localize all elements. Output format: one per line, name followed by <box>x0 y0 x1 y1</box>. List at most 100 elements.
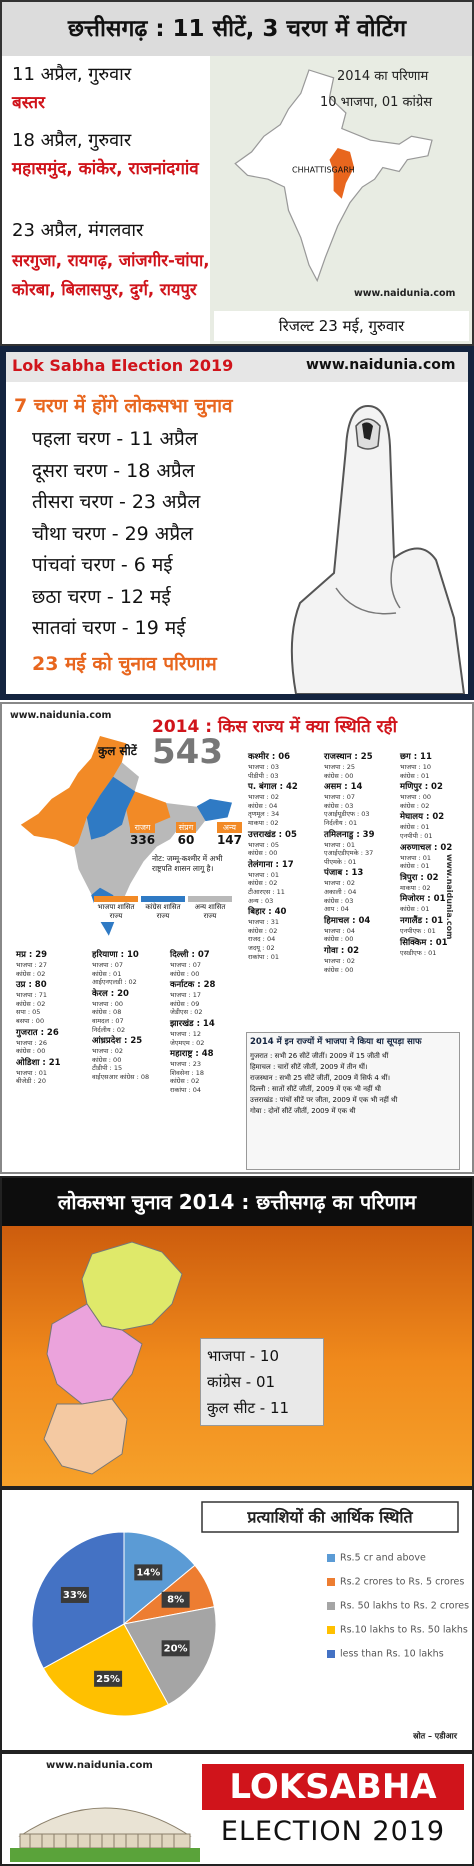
state-row: बीजेडी : 20 <box>16 1077 46 1086</box>
state-row: भाजपा : 25 <box>324 763 356 771</box>
state-row: भाजपा : 02 <box>324 879 356 888</box>
state-name: त्रिपुरा : 02 <box>400 872 439 883</box>
section-cg-result: लोकसभा चुनाव 2014 : छत्तीसगढ़ का परिणाम … <box>0 1176 474 1488</box>
state-row: भाजपा : 05 <box>248 840 280 849</box>
state-row: भाजपा : 07 <box>170 961 202 969</box>
phase: तीसरा चरण - 23 अप्रैल <box>32 491 201 513</box>
box-line: गुजरात : सभी 26 सीटें जीतीं। 2009 में 15… <box>250 1052 389 1060</box>
alliance-seats: 336 <box>130 833 156 847</box>
label-box <box>161 1640 190 1657</box>
alliance-seats: 147 <box>216 833 242 847</box>
state-name: महाराष्ट्र : 48 <box>170 1049 214 1060</box>
state-row: भाजपा : 00 <box>92 999 124 1008</box>
chart-title: प्रत्याशियों की आर्थिक स्थिति <box>246 1508 413 1527</box>
box-line: राजस्थान : सभी 25 सीटें जीतीं, 2009 में … <box>250 1074 391 1082</box>
section-title: 2014 : किस राज्य में क्या स्थिति रही <box>152 717 397 737</box>
alliance: अन्य 147 <box>216 822 242 847</box>
phase-seats: महासमुंद, कांकेर, राजनांदगांव <box>12 159 199 179</box>
state-row: जेडीएस : 02 <box>170 1008 203 1017</box>
legend-entry: अन्य शासित राज्य <box>188 896 232 922</box>
data-label: 33% <box>63 1590 87 1601</box>
hand-illustration <box>290 404 466 694</box>
state-column: छग : 11 भाजपा : 10 कांग्रेस : 01 मणिपुर : 0… <box>400 750 452 957</box>
state-name: मप्र : 29 <box>16 950 48 960</box>
columns <box>29 1834 175 1848</box>
state-row: तृणमूल : 34 <box>248 810 280 819</box>
state-row: भाजपा : 03 <box>248 763 280 771</box>
state-name: राजस्थान : 25 <box>324 752 373 762</box>
label-box <box>161 1591 190 1608</box>
phase: सातवां चरण - 19 मई <box>32 617 186 639</box>
hand-detail <box>335 557 401 615</box>
title-box <box>201 1501 459 1533</box>
phase-date: 23 अप्रैल, मंगलवार <box>12 220 144 241</box>
phase-seats: सरगुजा, रायगढ़, जांजगीर-चांपा, कोरबा, बि… <box>12 251 210 299</box>
state-row: कांग्रेस : 02 <box>248 926 278 935</box>
state-row: कांग्रेस : 03 <box>324 801 354 810</box>
state-name: आंध्रप्रदेश : 25 <box>92 1036 143 1047</box>
state-row: टीआरएस : 11 <box>248 887 285 896</box>
section-title: छत्तीसगढ़ : 11 सीटें, 3 चरण में वोटिंग <box>2 2 472 56</box>
state-name: पंजाब : 13 <box>324 868 364 879</box>
legend-swatch <box>327 1554 335 1562</box>
phase-date: 18 अप्रैल, गुरुवार <box>12 130 132 151</box>
state-row: भाजपा : 02 <box>248 793 280 802</box>
phases-heading: 7 चरण में होंगे लोकसभा चुनाव <box>14 395 233 417</box>
state-name: गुजरात : 26 <box>16 1027 59 1038</box>
alliance-seats: 60 <box>177 833 195 847</box>
box-title: 2014 में इन राज्यों में भाजपा ने किया था… <box>250 1037 422 1047</box>
bjp-states <box>20 736 127 847</box>
state-name: तेलंगाना : 17 <box>248 859 294 870</box>
phase-list: पहला चरण - 11 अप्रैल दूसरा चरण - 18 अप्रै… <box>32 424 200 645</box>
result-line: कुल सीट - 11 <box>207 1399 290 1417</box>
legend-label: Rs.5 cr and above <box>340 1553 426 1564</box>
bjp-sweep-box: 2014 में इन राज्यों में भाजपा ने किया था… <box>246 1032 460 1170</box>
state-row: कांग्रेस : 02 <box>170 1077 200 1086</box>
note: नोट: जम्मू-कश्मीर में अभी राष्ट्रपति शास… <box>152 854 223 873</box>
header-bar <box>6 352 468 382</box>
box-line: गोवा : दोनों सीटें जीतीं, 2009 में एक थी <box>250 1107 356 1115</box>
bjp-states-2 <box>86 776 136 840</box>
legend-label: Rs. 50 lakhs to Rs. 2 crores <box>340 1601 469 1612</box>
total-seats: 543 <box>152 732 223 772</box>
state-row: कांग्रेस : 00 <box>170 969 200 978</box>
footer-title: LOKSABHA <box>202 1764 464 1810</box>
box-lines: गुजरात : सभी 26 सीटें जीतीं। 2009 में 15… <box>250 1051 456 1117</box>
result-line: 23 मई को चुनाव परिणाम <box>32 653 217 675</box>
phase: दूसरा चरण - 18 अप्रैल <box>32 459 195 482</box>
alliance: संप्रग 60 <box>175 822 197 847</box>
cg-map <box>43 1241 183 1475</box>
state-row: आप : 04 <box>324 905 349 914</box>
legend-swatch <box>327 1602 335 1610</box>
hand <box>290 404 466 694</box>
state-row: भाजपा : 27 <box>16 961 48 969</box>
state-row: भाजपा : 26 <box>16 1038 48 1047</box>
south-region <box>43 1398 128 1475</box>
footer-subtitle: ELECTION 2019 <box>220 1816 446 1847</box>
result-box: भाजपा - 10 कांग्रेस - 01 कुल सीट - 11 <box>200 1338 324 1426</box>
state-row: भाजपा : 17 <box>170 991 202 1000</box>
legend-swatch <box>327 1626 335 1634</box>
state-row: कांग्रेस : 02 <box>16 999 46 1008</box>
section-assets: प्रत्याशियों की आर्थिक स्थिति स्रोत – एड… <box>0 1488 474 1752</box>
footer: www.naidunia.com LOKSABHA ELECTION 2019 <box>0 1752 474 1866</box>
central-region <box>46 1303 143 1405</box>
north-region <box>81 1241 183 1331</box>
state-row: कांग्रेस : 00 <box>324 965 354 974</box>
map-label: CHHATTISGARH <box>292 166 355 175</box>
state-row: राकांपा : 01 <box>248 952 279 961</box>
parliament-illustration <box>10 1807 200 1862</box>
state-row: भाजपा : 71 <box>16 991 48 1000</box>
state-row: वामदल : 07 <box>92 1016 124 1025</box>
state-column: राजस्थान : 25 भाजपा : 25 कांग्रेस : 00 असम … <box>324 750 375 974</box>
phase-date: 11 अप्रैल, गुरुवार <box>12 64 132 85</box>
state-name: छग : 11 <box>400 752 432 762</box>
state-row: भाजपा : 01 <box>16 1068 48 1077</box>
data-label: 25% <box>96 1674 120 1685</box>
state-name: हिमाचल : 04 <box>324 915 371 926</box>
state-row: भाजपा : 04 <box>324 926 356 935</box>
result-date: रिजल्ट 23 मई, गुरुवार <box>214 311 469 341</box>
state-row: कांग्रेस : 00 <box>324 771 354 780</box>
state-row: कांग्रेस : 02 <box>248 879 278 888</box>
